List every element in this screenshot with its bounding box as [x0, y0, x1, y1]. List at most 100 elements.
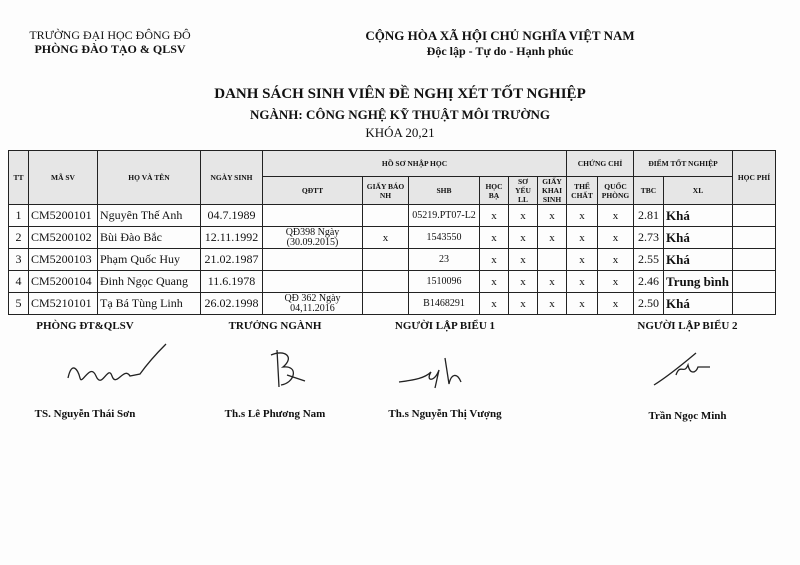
- signature-4: [653, 352, 710, 386]
- signature-1: [67, 343, 167, 381]
- cell-tbc: 2.46: [633, 270, 664, 293]
- cell-gks: x: [537, 204, 567, 227]
- header-so-yeu: SƠ YẾU LL: [508, 176, 538, 205]
- cell-tbc: 2.81: [633, 204, 664, 227]
- cell-ho-ten: Phạm Quốc Huy: [97, 248, 201, 271]
- cell-quoc-phong: x: [597, 226, 634, 249]
- cell-quoc-phong: x: [597, 292, 634, 315]
- document-title: DANH SÁCH SINH VIÊN ĐỀ NGHỊ XÉT TỐT NGHI…: [214, 86, 586, 102]
- cell-ngay-sinh: 26.02.1998: [200, 292, 263, 315]
- cell-hoc-phi: [732, 204, 776, 227]
- student-table: TT MÃ SV HỌ VÀ TÊN NGÀY SINH HỒ SƠ NHẬP …: [8, 150, 776, 315]
- header-the-chat: THỂ CHẤT: [566, 176, 598, 205]
- header-hoc-ba: HỌC BẠ: [479, 176, 509, 205]
- signatory-name: Trần Ngọc Minh: [648, 410, 727, 422]
- cell-ngay-sinh: 04.7.1989: [200, 204, 263, 227]
- cell-ma-sv: CM5210101: [28, 292, 98, 315]
- header-quoc-phong: QUỐC PHÒNG: [597, 176, 634, 205]
- signature-title: NGƯỜI LẬP BIỂU 2: [637, 320, 738, 332]
- header-ho-so: HỒ SƠ NHẬP HỌC: [262, 150, 567, 177]
- cell-hoc-phi: [732, 270, 776, 293]
- national-title: CỘNG HÒA XÃ HỘI CHỦ NGHĨA VIỆT NAM: [365, 28, 635, 43]
- table-row: 4 CM5200104 Đinh Ngọc Quang 11.6.1978 151009…: [8, 270, 776, 293]
- signatory-name: TS. Nguyễn Thái Sơn: [34, 408, 136, 420]
- cell-xl: Trung bình: [663, 270, 733, 293]
- signature-title: PHÒNG ĐT&QLSV: [36, 320, 134, 332]
- signatory-name: Th.s Nguyễn Thị Vượng: [388, 408, 502, 420]
- cell-gks: x: [537, 226, 567, 249]
- cell-ma-sv: CM5200104: [28, 270, 98, 293]
- cell-giay-bao: x: [362, 226, 409, 249]
- cell-so-yeu: x: [508, 226, 538, 249]
- cell-tbc: 2.73: [633, 226, 664, 249]
- cell-hoc-ba: x: [479, 292, 509, 315]
- cell-qdtt: [262, 204, 363, 227]
- cell-so-yeu: x: [508, 292, 538, 315]
- cell-hoc-ba: x: [479, 248, 509, 271]
- cell-quoc-phong: x: [597, 270, 634, 293]
- major-title: NGÀNH: CÔNG NGHỆ KỸ THUẬT MÔI TRƯỜNG: [250, 107, 550, 122]
- cell-quoc-phong: x: [597, 248, 634, 271]
- cell-gks: [537, 248, 567, 271]
- header-chung-chi: CHỨNG CHỈ: [566, 150, 634, 177]
- header-qdtt: QĐTT: [262, 176, 363, 205]
- signature-3: [398, 357, 462, 389]
- cell-ma-sv: CM5200102: [28, 226, 98, 249]
- cell-gks: x: [537, 270, 567, 293]
- cell-hoc-ba: x: [479, 204, 509, 227]
- cell-the-chat: x: [566, 270, 598, 293]
- cell-tt: 3: [8, 248, 29, 271]
- cell-ngay-sinh: 11.6.1978: [200, 270, 263, 293]
- cell-so-yeu: x: [508, 204, 538, 227]
- cell-so-yeu: x: [508, 270, 538, 293]
- signature-title: TRƯỞNG NGÀNH: [228, 320, 322, 332]
- cell-the-chat: x: [566, 226, 598, 249]
- cell-hoc-phi: [732, 226, 776, 249]
- cell-xl: Khá: [663, 226, 733, 249]
- department-name: PHÒNG ĐÀO TẠO & QLSV: [34, 42, 186, 56]
- table-row: 2 CM5200102 Bùi Đào Bắc 12.11.1992 QĐ398 Ngà…: [8, 226, 776, 249]
- header-xl: XL: [663, 176, 733, 205]
- cell-xl: Khá: [663, 248, 733, 271]
- cell-ma-sv: CM5200101: [28, 204, 98, 227]
- cell-ho-ten: Nguyên Thế Anh: [97, 204, 201, 227]
- cell-xl: Khá: [663, 292, 733, 315]
- cell-hoc-phi: [732, 248, 776, 271]
- cell-giay-bao: [362, 248, 409, 271]
- cell-giay-bao: [362, 292, 409, 315]
- cell-ho-ten: Đinh Ngọc Quang: [97, 270, 201, 293]
- cell-tbc: 2.50: [633, 292, 664, 315]
- cell-the-chat: x: [566, 292, 598, 315]
- cell-ngay-sinh: 12.11.1992: [200, 226, 263, 249]
- cell-ho-ten: Tạ Bá Tùng Linh: [97, 292, 201, 315]
- cell-ho-ten: Bùi Đào Bắc: [97, 226, 201, 249]
- signature-2: [270, 349, 306, 388]
- cell-hoc-phi: [732, 292, 776, 315]
- header-giay-khai-sinh: GIẤY KHAI SINH: [537, 176, 567, 205]
- cell-tt: 4: [8, 270, 29, 293]
- header-tt: TT: [8, 150, 29, 205]
- header-ho-ten: HỌ VÀ TÊN: [97, 150, 201, 205]
- cell-shb: 1510096: [408, 270, 480, 293]
- cell-qdtt: QĐ398 Ngày (30.09.2015): [262, 226, 363, 249]
- cell-qdtt: QĐ 362 Ngày 04,11.2016: [262, 292, 363, 315]
- cell-shb: B1468291: [408, 292, 480, 315]
- cell-xl: Khá: [663, 204, 733, 227]
- cell-ngay-sinh: 21.02.1987: [200, 248, 263, 271]
- header-tbc: TBC: [633, 176, 664, 205]
- cell-the-chat: x: [566, 248, 598, 271]
- cell-ma-sv: CM5200103: [28, 248, 98, 271]
- table-row: 1 CM5200101 Nguyên Thế Anh 04.7.1989 05219.P…: [8, 204, 776, 227]
- cell-shb: 23: [408, 248, 480, 271]
- header-ma-sv: MÃ SV: [28, 150, 98, 205]
- cell-tt: 2: [8, 226, 29, 249]
- cell-the-chat: x: [566, 204, 598, 227]
- header-shb: SHB: [408, 176, 480, 205]
- cell-shb: 1543550: [408, 226, 480, 249]
- cell-tt: 1: [8, 204, 29, 227]
- header-hoc-phi: HỌC PHÍ: [732, 150, 776, 205]
- national-motto: Độc lập - Tự do - Hạnh phúc: [426, 44, 574, 58]
- cell-qdtt: [262, 270, 363, 293]
- cell-qdtt: [262, 248, 363, 271]
- cell-quoc-phong: x: [597, 204, 634, 227]
